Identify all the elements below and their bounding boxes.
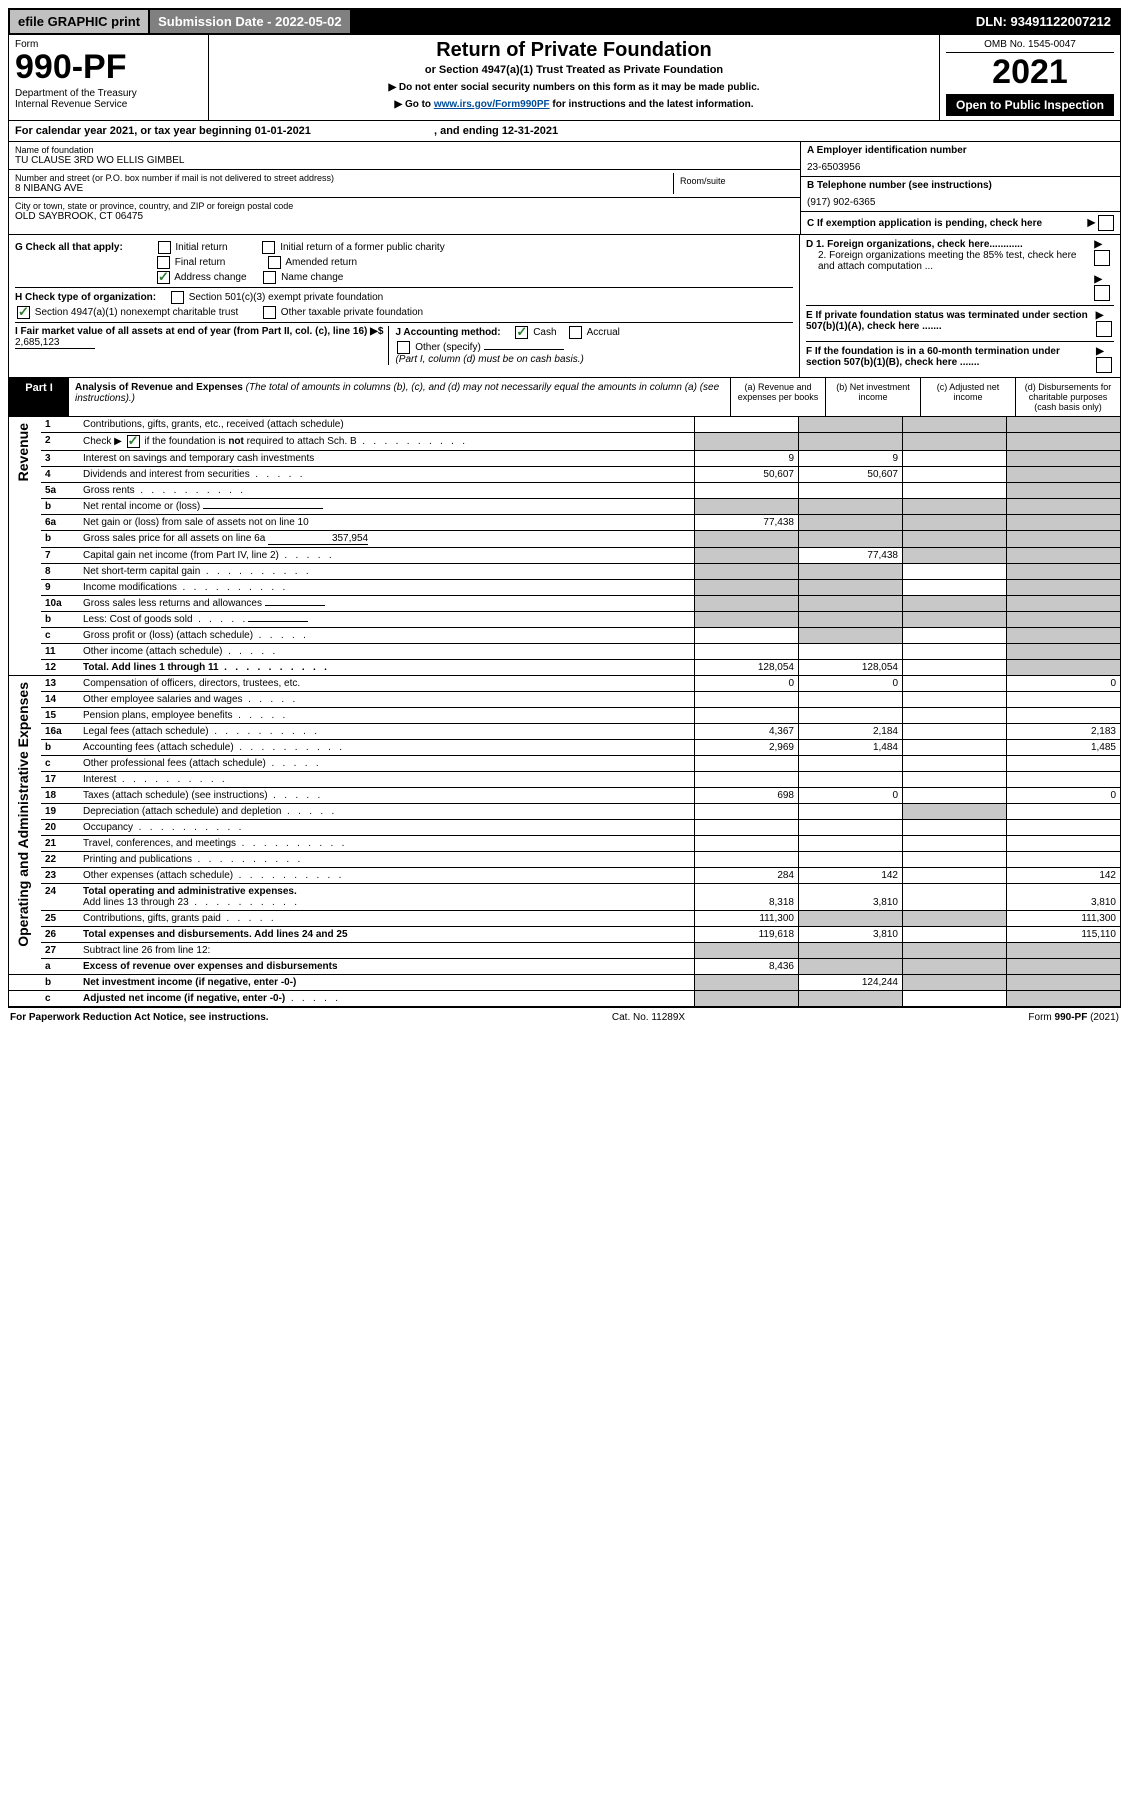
city-cell: City or town, state or province, country… (9, 198, 800, 225)
col-a-header: (a) Revenue and expenses per books (730, 378, 825, 416)
tax-year: 2021 (946, 53, 1114, 92)
g-row: G Check all that apply: Initial return I… (15, 241, 793, 254)
phone-cell: B Telephone number (see instructions) (9… (801, 177, 1120, 212)
address-cell: Number and street (or P.O. box number if… (9, 170, 800, 198)
checkbox-schb[interactable] (127, 435, 140, 448)
d1-label: D 1. Foreign organizations, check here..… (806, 239, 1094, 250)
checkbox-501c3[interactable] (171, 291, 184, 304)
lines-table: Revenue 1Contributions, gifts, grants, e… (8, 417, 1121, 1007)
checkbox-e[interactable] (1096, 321, 1112, 337)
form-header: Form 990-PF Department of the Treasury I… (8, 35, 1121, 121)
checkbox-final-return[interactable] (157, 256, 170, 269)
ein-cell: A Employer identification number 23-6503… (801, 142, 1120, 177)
checkbox-f[interactable] (1096, 357, 1112, 373)
efile-print-button[interactable]: efile GRAPHIC print (10, 10, 148, 33)
col-b-header: (b) Net investment income (825, 378, 920, 416)
col-c-header: (c) Adjusted net income (920, 378, 1015, 416)
checkbox-initial-former[interactable] (262, 241, 275, 254)
instruction-1: ▶ Do not enter social security numbers o… (215, 82, 933, 93)
part1-label: Part I (9, 378, 69, 416)
checks-section: G Check all that apply: Initial return I… (8, 235, 1121, 378)
year-box: OMB No. 1545-0047 2021 Open to Public In… (940, 35, 1120, 120)
omb-number: OMB No. 1545-0047 (946, 39, 1114, 53)
title-box: Return of Private Foundation or Section … (209, 35, 940, 120)
calendar-year-row: For calendar year 2021, or tax year begi… (8, 121, 1121, 142)
checkbox-cash[interactable] (515, 326, 528, 339)
form-number-box: Form 990-PF Department of the Treasury I… (9, 35, 209, 120)
checkbox-name-change[interactable] (263, 271, 276, 284)
top-bar: efile GRAPHIC print Submission Date - 20… (8, 8, 1121, 35)
checkbox-d2[interactable] (1094, 285, 1110, 301)
revenue-sidelabel: Revenue (13, 419, 33, 485)
form-footer-label: Form 990-PF (2021) (1028, 1012, 1119, 1023)
h-row: H Check type of organization: Section 50… (15, 287, 793, 304)
part1-header: Part I Analysis of Revenue and Expenses … (8, 378, 1121, 417)
checkbox-other-method[interactable] (397, 341, 410, 354)
expenses-sidelabel: Operating and Administrative Expenses (13, 678, 33, 951)
department-label: Department of the Treasury Internal Reve… (15, 88, 202, 110)
footer: For Paperwork Reduction Act Notice, see … (8, 1007, 1121, 1027)
exemption-pending-cell: C If exemption application is pending, c… (801, 212, 1120, 234)
checkbox-amended[interactable] (268, 256, 281, 269)
checkbox-4947a1[interactable] (17, 306, 30, 319)
checkbox-accrual[interactable] (569, 326, 582, 339)
checkbox-d1[interactable] (1094, 250, 1110, 266)
f-label: F If the foundation is in a 60-month ter… (806, 346, 1096, 373)
checkbox-initial-return[interactable] (158, 241, 171, 254)
form-subtitle: or Section 4947(a)(1) Trust Treated as P… (215, 64, 933, 76)
irs-link[interactable]: www.irs.gov/Form990PF (434, 99, 550, 110)
checkbox-other-taxable[interactable] (263, 306, 276, 319)
open-to-public-label: Open to Public Inspection (946, 94, 1114, 116)
col-d-header: (d) Disbursements for charitable purpose… (1015, 378, 1120, 416)
checkbox-c[interactable] (1098, 215, 1114, 231)
form-number: 990-PF (15, 50, 202, 84)
i-row: I Fair market value of all assets at end… (15, 326, 388, 365)
paperwork-notice: For Paperwork Reduction Act Notice, see … (10, 1012, 269, 1023)
d2-label: 2. Foreign organizations meeting the 85%… (818, 250, 1094, 272)
part1-description: Analysis of Revenue and Expenses (The to… (69, 378, 730, 416)
catalog-number: Cat. No. 11289X (612, 1012, 685, 1023)
checkbox-address-change[interactable] (157, 271, 170, 284)
dln-label: DLN: 93491122007212 (968, 10, 1119, 33)
j-row: J Accounting method: Cash Accrual Other … (388, 326, 619, 365)
form-title: Return of Private Foundation (215, 39, 933, 62)
submission-date-label: Submission Date - 2022-05-02 (150, 10, 350, 33)
foundation-name-cell: Name of foundation TU CLAUSE 3RD WO ELLI… (9, 142, 800, 170)
e-label: E If private foundation status was termi… (806, 310, 1096, 337)
foundation-info-grid: Name of foundation TU CLAUSE 3RD WO ELLI… (8, 142, 1121, 235)
instruction-2: ▶ Go to www.irs.gov/Form990PF for instru… (215, 99, 933, 110)
